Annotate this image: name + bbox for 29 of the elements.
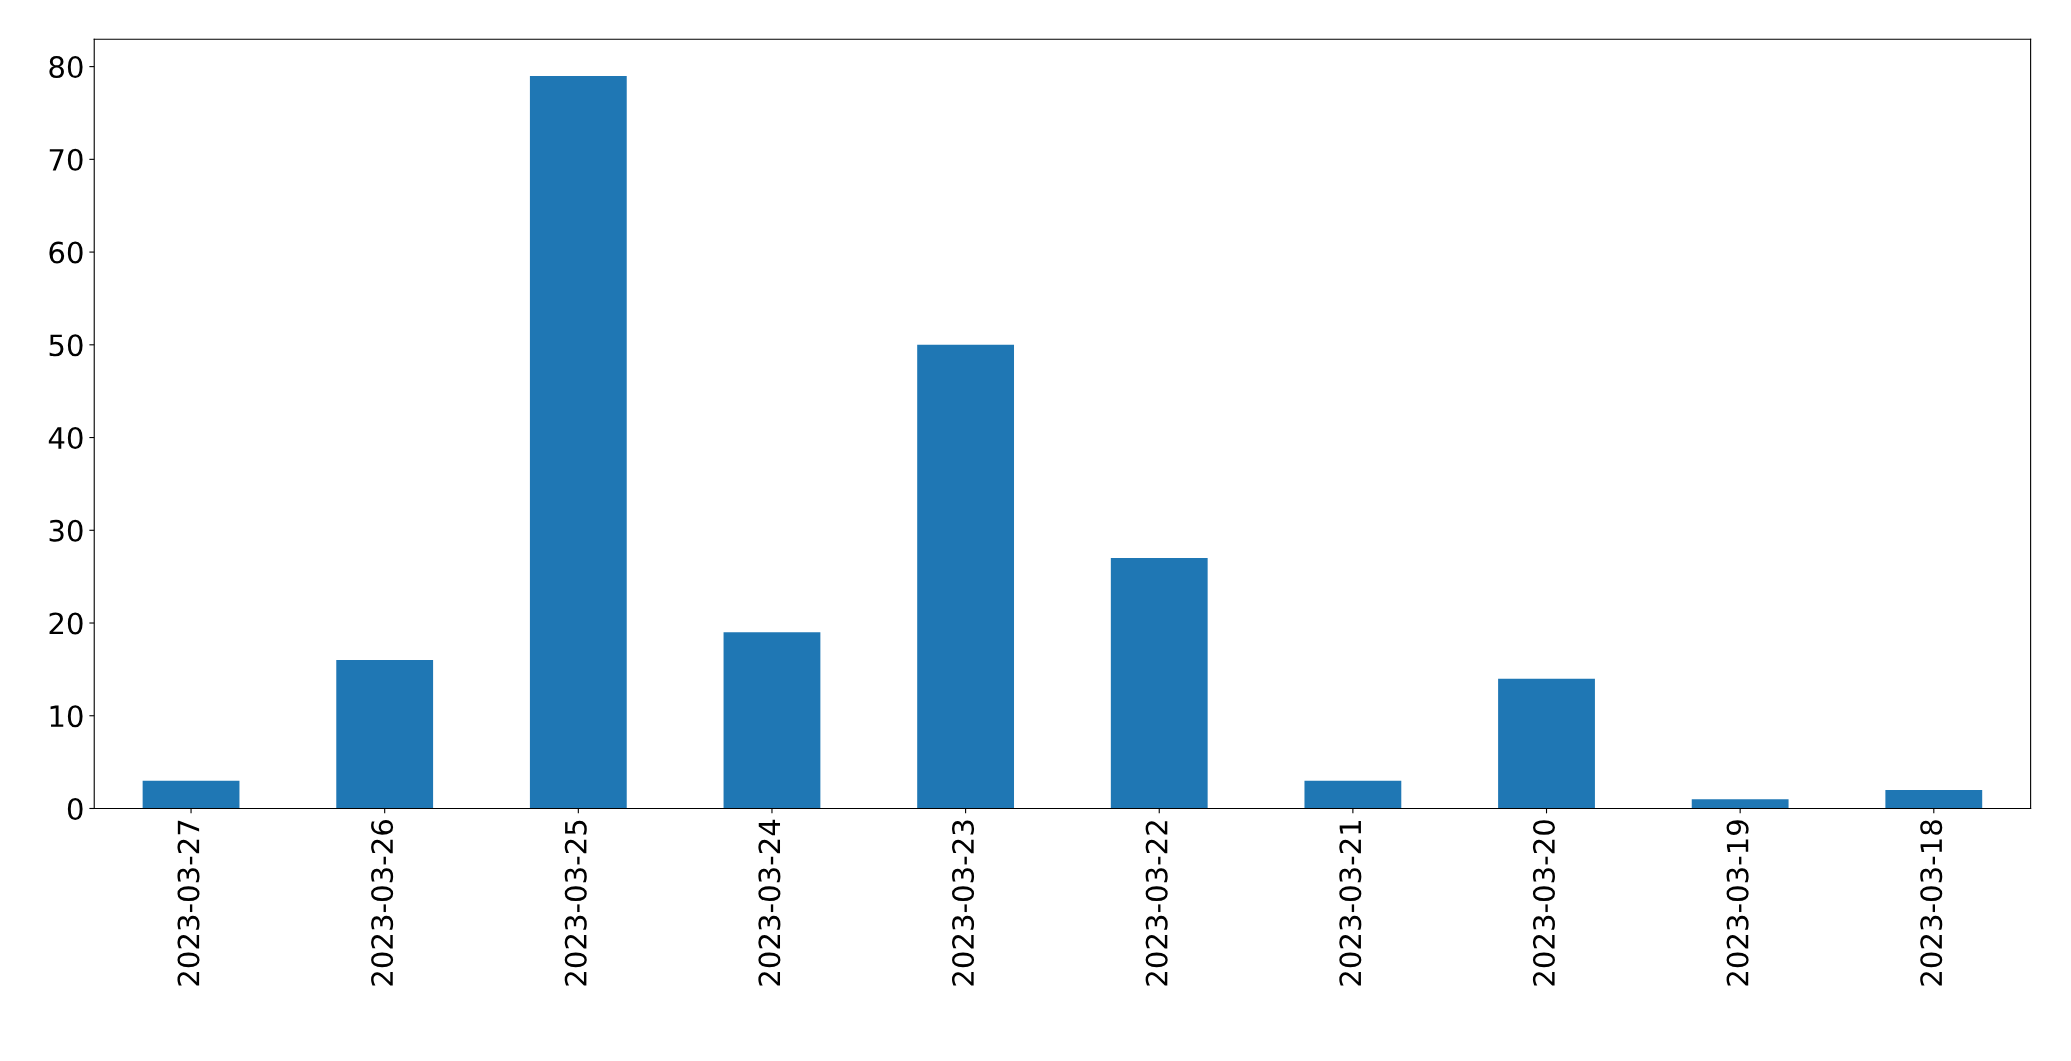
y-tick-label: 80: [49, 56, 83, 79]
bar: [1691, 799, 1789, 809]
bar: [1498, 678, 1595, 809]
x-tick-label: 2023-03-27: [177, 820, 200, 986]
y-tick-label: 30: [49, 519, 83, 542]
y-tick-label: 10: [50, 705, 83, 728]
x-tick-label: 2023-03-24: [758, 819, 781, 986]
x-tick-label: 2023-03-25: [564, 820, 587, 986]
y-tick-label: 20: [49, 612, 83, 635]
bar: [1885, 789, 1983, 809]
bar: [1110, 558, 1208, 809]
y-tick-label: 60: [49, 241, 83, 264]
x-tick-label: 2023-03-21: [1339, 820, 1362, 986]
bar: [142, 780, 240, 809]
x-tick-label: 2023-03-22: [1145, 821, 1168, 986]
x-tick-label: 2023-03-20: [1532, 820, 1555, 986]
y-tick-label: 40: [48, 426, 83, 450]
bar: [1304, 780, 1402, 809]
x-tick-label: 2023-03-19: [1726, 820, 1749, 986]
y-tick-label: 0: [67, 797, 83, 820]
x-tick-label: 2023-03-26: [371, 820, 394, 986]
y-tick-label: 70: [49, 148, 83, 171]
bar: [336, 660, 434, 809]
bar: [723, 632, 821, 809]
x-tick-label: 2023-03-18: [1920, 820, 1943, 986]
x-tick-label: 2023-03-23: [952, 820, 975, 986]
bar: [529, 75, 627, 809]
y-tick-label: 50: [49, 334, 83, 357]
bar: [917, 344, 1015, 809]
